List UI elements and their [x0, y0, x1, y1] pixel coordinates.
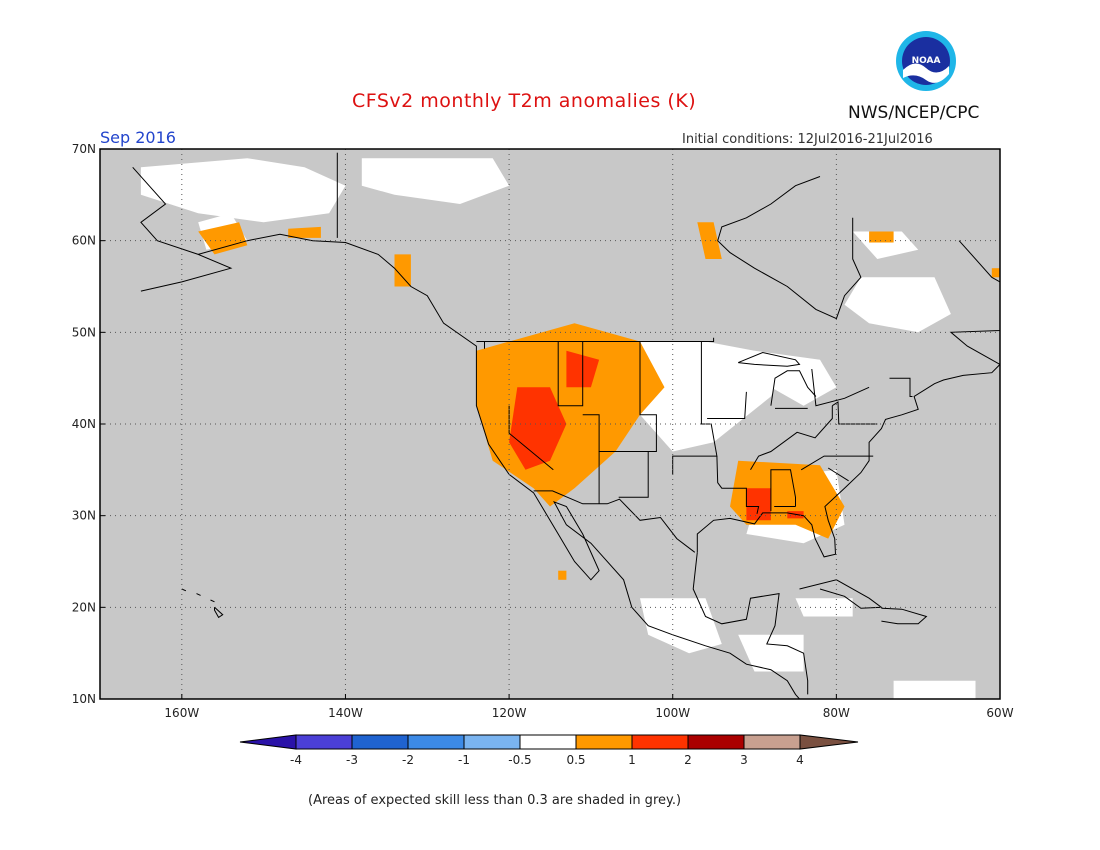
lon-label-120w: 120W — [492, 706, 527, 720]
longitude-labels: 160W 140W 120W 100W 80W 60W — [164, 694, 1014, 720]
coastline-16 — [210, 599, 215, 603]
anomaly-region-22 — [893, 680, 976, 699]
anomaly-fills — [140, 158, 1000, 699]
coastline-15 — [196, 593, 201, 596]
skill-footnote: (Areas of expected skill less than 0.3 a… — [308, 793, 682, 808]
coastline-25 — [750, 405, 833, 471]
agency-label: NWS/NCEP/CPC — [848, 103, 980, 123]
forecast-month: Sep 2016 — [100, 128, 176, 147]
coastlines — [132, 152, 1000, 699]
anomaly-region-11 — [754, 350, 837, 406]
coastline-3 — [692, 552, 809, 695]
colorbar: -4 -3 -2 -1 -0.5 0.5 1 2 3 4 — [239, 734, 859, 767]
colorbar-segment-1 — [295, 734, 353, 750]
colorbar-label-6: 1 — [628, 753, 636, 767]
coastline-13 — [881, 607, 928, 625]
lon-label-140w: 140W — [328, 706, 363, 720]
lon-label-60w: 60W — [986, 706, 1013, 720]
coastline-6 — [476, 337, 715, 342]
colorbar-segment-5 — [519, 734, 577, 750]
colorbar-segment-2 — [351, 734, 409, 750]
colorbar-arrow-left — [239, 734, 297, 750]
coastline-20 — [582, 341, 657, 452]
anomaly-region-0 — [140, 158, 346, 223]
coastline-26 — [770, 469, 796, 512]
anomaly-region-8 — [869, 231, 894, 243]
colorbar-label-8: 3 — [740, 753, 748, 767]
graticule — [100, 149, 1000, 699]
colorbar-label-3: -1 — [458, 753, 470, 767]
coastline-10 — [770, 370, 817, 406]
lat-label-20n: 20N — [72, 600, 96, 614]
anomaly-region-3 — [198, 222, 248, 255]
lon-label-100w: 100W — [655, 706, 690, 720]
colorbar-segment-8 — [687, 734, 745, 750]
coastline-11 — [738, 351, 801, 367]
coastline-23 — [672, 341, 718, 475]
coastline-24 — [716, 456, 760, 514]
anomaly-region-23 — [558, 570, 567, 580]
lon-label-80w: 80W — [823, 706, 850, 720]
anomaly-region-10 — [640, 341, 788, 452]
coastline-1 — [198, 233, 801, 699]
lon-label-160w: 160W — [164, 706, 199, 720]
lat-label-30n: 30N — [72, 509, 96, 523]
lat-label-50n: 50N — [72, 325, 96, 339]
coastline-22 — [618, 451, 649, 498]
anomaly-region-17 — [746, 488, 771, 521]
colorbar-label-0: -4 — [290, 753, 302, 767]
lat-label-10n: 10N — [72, 692, 96, 706]
coastline-29 — [800, 455, 874, 471]
coastline-2 — [696, 240, 1000, 558]
colorbar-arrow-right — [799, 734, 859, 750]
anomaly-region-6 — [697, 222, 722, 259]
coastline-33 — [889, 377, 913, 397]
coastline-7 — [533, 490, 696, 553]
anomaly-region-20 — [738, 634, 804, 672]
colorbar-label-1: -3 — [346, 753, 358, 767]
anomaly-region-24 — [991, 268, 1000, 278]
colorbar-segment-4 — [463, 734, 521, 750]
coastline-19 — [557, 341, 584, 407]
lat-label-40n: 40N — [72, 417, 96, 431]
latitude-labels: 70N 60N 50N 40N 30N 20N 10N — [72, 142, 105, 706]
coastline-17 — [214, 606, 224, 619]
coastline-9 — [811, 368, 870, 407]
coastline-4 — [717, 176, 862, 320]
anomaly-region-21 — [795, 598, 853, 617]
anomaly-region-7 — [852, 231, 919, 259]
noaa-logo: NOAA — [895, 30, 957, 92]
colorbar-label-2: -2 — [402, 753, 414, 767]
lat-label-60n: 60N — [72, 234, 96, 248]
colorbar-segment-3 — [407, 734, 465, 750]
colorbar-segment-7 — [631, 734, 689, 750]
initial-conditions: Initial conditions: 12Jul2016-21Jul2016 — [682, 132, 933, 147]
coastline-28 — [827, 467, 849, 482]
coastline-0 — [132, 166, 233, 292]
anomaly-region-9 — [844, 277, 951, 333]
colorbar-label-4: -0.5 — [508, 753, 531, 767]
anomaly-region-1 — [361, 158, 510, 204]
anomaly-region-5 — [394, 254, 411, 287]
logo-text: NOAA — [912, 56, 941, 66]
coastline-30 — [707, 391, 747, 419]
anomaly-region-14 — [509, 387, 567, 470]
lat-label-70n: 70N — [72, 142, 96, 156]
chart-title: CFSv2 monthly T2m anomalies (K) — [352, 90, 697, 112]
colorbar-label-7: 2 — [684, 753, 692, 767]
coastline-14 — [181, 588, 187, 592]
anomaly-region-4 — [288, 226, 321, 238]
coastline-32 — [832, 401, 878, 425]
colorbar-label-5: 0.5 — [566, 753, 585, 767]
colorbar-segment-9 — [743, 734, 801, 750]
anomaly-region-19 — [640, 598, 722, 654]
colorbar-label-9: 4 — [796, 753, 804, 767]
colorbar-segment-6 — [575, 734, 633, 750]
